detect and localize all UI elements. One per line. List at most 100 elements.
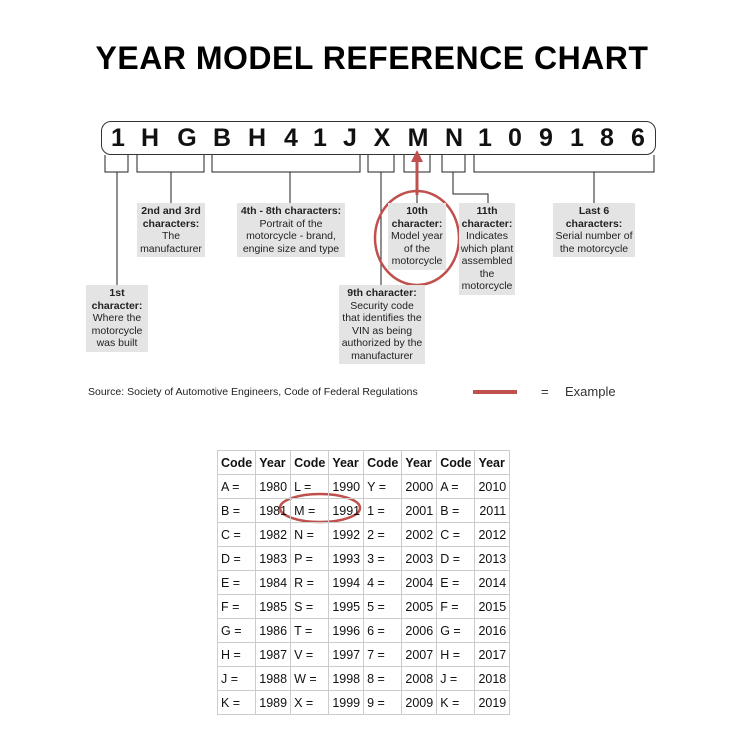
column-header: Code	[436, 450, 476, 475]
code-cell: A =	[436, 474, 476, 499]
year-cell: 2012	[474, 522, 511, 547]
vin-character: 9	[539, 124, 553, 152]
column-header: Code	[290, 450, 330, 475]
table-row: D = 1983 P = 1993 3 = 2003 D = 2013	[216, 546, 511, 571]
legend-example: Example	[565, 384, 616, 399]
code-cell: E =	[216, 570, 257, 595]
year-cell: 1995	[328, 594, 365, 619]
code-cell: K =	[436, 690, 476, 715]
year-cell: 1993	[328, 546, 365, 571]
year-cell: 2007	[401, 642, 438, 667]
year-cell: 2004	[401, 570, 438, 595]
page-title: YEAR MODEL REFERENCE CHART	[95, 40, 649, 76]
code-cell: 2 =	[363, 522, 403, 547]
bracket-4th-8th	[211, 155, 361, 203]
year-cell: 1992	[328, 522, 365, 547]
year-cell: 2014	[474, 570, 511, 595]
year-cell: 2006	[401, 618, 438, 643]
code-cell: H =	[216, 642, 257, 667]
column-header: Year	[474, 450, 511, 475]
vin-character: 1	[478, 124, 492, 152]
code-cell: B =	[216, 498, 257, 523]
bracket-9th	[367, 155, 395, 285]
code-cell: Y =	[363, 474, 403, 499]
year-cell: 1980	[255, 474, 292, 499]
year-cell: 2001	[401, 498, 438, 523]
table-row: G = 1986 T = 1996 6 = 2006 G = 2016	[216, 618, 511, 643]
column-header: Year	[401, 450, 438, 475]
vin-character: 8	[600, 124, 614, 152]
code-cell: M =	[290, 498, 330, 523]
year-cell: 2005	[401, 594, 438, 619]
source-note: Source: Society of Automotive Engineers,…	[88, 386, 418, 398]
code-cell: F =	[436, 594, 476, 619]
year-cell: 1999	[328, 690, 365, 715]
year-cell: 2008	[401, 666, 438, 691]
vin-character: 6	[631, 124, 645, 152]
bracket-11th	[441, 155, 489, 203]
year-cell: 2002	[401, 522, 438, 547]
code-cell: J =	[216, 666, 257, 691]
vin-character: B	[212, 124, 232, 152]
table-row: F = 1985 S = 1995 5 = 2005 F = 2015	[216, 594, 511, 619]
code-cell: S =	[290, 594, 330, 619]
column-header: Code	[363, 450, 403, 475]
code-cell: E =	[436, 570, 476, 595]
code-cell: R =	[290, 570, 330, 595]
vin-character: 1	[570, 124, 584, 152]
code-cell: 3 =	[363, 546, 403, 571]
vin-character: 0	[508, 124, 522, 152]
label-10th: 10th character: Model year of the motorcy…	[388, 203, 446, 270]
table-row: J = 1988 W = 1998 8 = 2008 J = 2018	[216, 666, 511, 691]
label-11th: 11th character: Indicates which plant ass…	[459, 203, 515, 295]
table-row: E = 1984 R = 1994 4 = 2004 E = 2014	[216, 570, 511, 595]
code-cell: 5 =	[363, 594, 403, 619]
code-cell: J =	[436, 666, 476, 691]
year-cell: 1990	[328, 474, 365, 499]
code-cell: L =	[290, 474, 330, 499]
code-cell: C =	[216, 522, 257, 547]
code-cell: G =	[436, 618, 476, 643]
code-cell: G =	[216, 618, 257, 643]
year-cell: 2003	[401, 546, 438, 571]
code-cell: C =	[436, 522, 476, 547]
vin-character: H	[140, 124, 160, 152]
vin-character: G	[177, 124, 197, 152]
vin-character: 4	[284, 124, 298, 152]
code-cell: D =	[436, 546, 476, 571]
vin-character: M	[407, 124, 429, 152]
year-cell: 2017	[474, 642, 511, 667]
table-row: C = 1982 N = 1992 2 = 2002 C = 2012	[216, 522, 511, 547]
year-cell: 2010	[474, 474, 511, 499]
table-row: B = 1981 M = 1991 1 = 2001 B = 2011	[216, 498, 511, 523]
bracket-last6	[473, 155, 655, 203]
vin-character: N	[444, 124, 464, 152]
vin-character: J	[343, 124, 357, 152]
label-4th-8th: 4th - 8th characters: Portrait of the mot…	[237, 203, 345, 257]
code-cell: F =	[216, 594, 257, 619]
column-header: Year	[328, 450, 365, 475]
year-cell: 2000	[401, 474, 438, 499]
code-cell: 7 =	[363, 642, 403, 667]
year-cell: 2013	[474, 546, 511, 571]
year-cell: 2011	[474, 498, 511, 523]
year-cell: 1989	[255, 690, 292, 715]
code-cell: X =	[290, 690, 330, 715]
year-cell: 1985	[255, 594, 292, 619]
year-cell: 1984	[255, 570, 292, 595]
label-9th: 9th character: Security code that identif…	[339, 285, 425, 364]
column-header: Year	[255, 450, 292, 475]
code-cell: W =	[290, 666, 330, 691]
table-row: K = 1989 X = 1999 9 = 2009 K = 2019	[216, 690, 511, 715]
code-cell: 9 =	[363, 690, 403, 715]
code-cell: H =	[436, 642, 476, 667]
code-cell: K =	[216, 690, 257, 715]
year-cell: 1981	[255, 498, 292, 523]
bracket-2nd-3rd	[136, 155, 205, 203]
year-cell: 2016	[474, 618, 511, 643]
vin-character: X	[373, 124, 391, 152]
year-cell: 1997	[328, 642, 365, 667]
year-code-table: Code Year Code Year Code Year Code Year A = 1980 L…	[216, 450, 511, 715]
column-header: Code	[216, 450, 257, 475]
